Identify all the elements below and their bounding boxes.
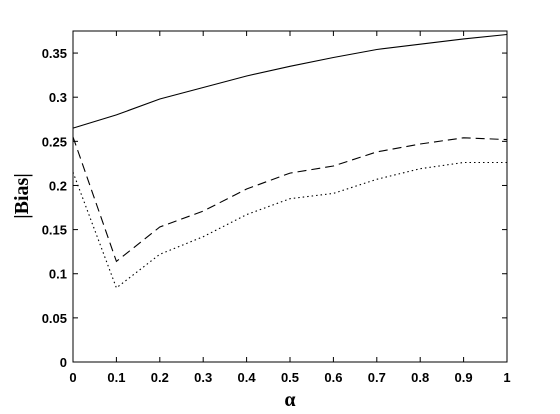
x-tick-label: 0.5	[281, 370, 299, 385]
x-tick-label: 0.8	[411, 370, 429, 385]
y-tick-label: 0.3	[49, 90, 67, 105]
x-tick-label: 0.1	[107, 370, 125, 385]
series-line-dashed	[72, 136, 508, 263]
series-line-dotted	[72, 161, 507, 289]
y-tick-label: 0.35	[42, 46, 67, 61]
x-tick-label: 0.4	[238, 370, 257, 385]
x-tick-label: 0.2	[151, 370, 169, 385]
x-tick-label: 1	[503, 370, 510, 385]
y-tick-label: 0.2	[49, 178, 67, 193]
plot-frame	[72, 30, 508, 363]
x-tick-label: 0.7	[368, 370, 386, 385]
x-axis-label: α	[284, 389, 295, 411]
y-tick-label: 0	[60, 355, 67, 370]
x-tick-label: 0.6	[324, 370, 342, 385]
y-tick-label: 0.25	[42, 134, 67, 149]
y-tick-label: 0.1	[49, 267, 67, 282]
y-axis-label: |Bias|	[11, 173, 33, 219]
x-tick-label: 0	[69, 370, 76, 385]
x-tick-label: 0.9	[455, 370, 473, 385]
y-tick-label: 0.15	[42, 223, 67, 238]
series-line-solid	[72, 33, 508, 129]
y-tick-label: 0.05	[42, 311, 67, 326]
x-tick-label: 0.3	[194, 370, 212, 385]
